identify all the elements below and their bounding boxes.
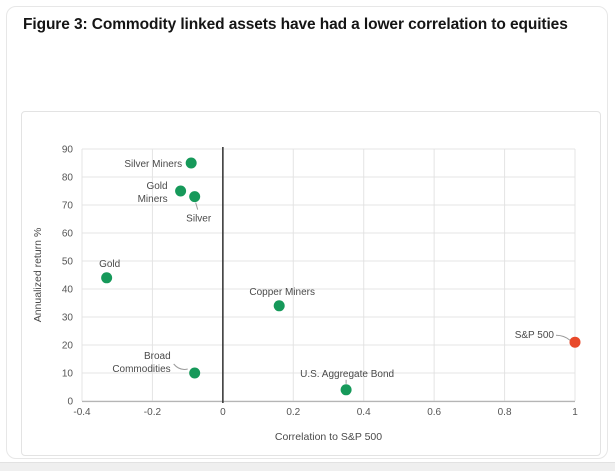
point-label: Gold	[99, 259, 120, 270]
point-label: Copper Miners	[249, 287, 315, 298]
figure-card: Figure 3: Commodity linked assets have h…	[6, 6, 608, 459]
y-tick-label: 30	[62, 313, 74, 324]
data-point	[189, 367, 201, 379]
y-tick-label: 60	[62, 229, 74, 240]
point-label: Broad	[144, 351, 171, 362]
point-label: Miners	[138, 194, 168, 205]
point-label: U.S. Aggregate Bond	[300, 369, 394, 380]
x-axis-title: Correlation to S&P 500	[275, 431, 382, 443]
data-point	[569, 336, 581, 348]
leader-line	[555, 334, 571, 341]
data-point	[340, 384, 352, 396]
figure-title: Figure 3: Commodity linked assets have h…	[23, 16, 568, 33]
bottom-strip	[0, 462, 615, 471]
y-tick-label: 80	[62, 173, 74, 184]
scatter-chart: 0 10 20 30 40 50 60 70 80 90 -0.4 -0.2 0 0.2 0.4 0.6 0.8…	[32, 145, 581, 443]
point-label: Silver	[186, 214, 212, 225]
y-tick-label: 40	[62, 285, 74, 296]
chart-container: 0 10 20 30 40 50 60 70 80 90 -0.4 -0.2 0 0.2 0.4 0.6 0.8…	[21, 111, 601, 456]
y-tick-label: 70	[62, 201, 74, 212]
y-tick-label: 90	[62, 145, 74, 156]
x-tick-label: 1	[572, 407, 578, 418]
y-tick-label: 20	[62, 341, 74, 352]
leader-line	[195, 202, 199, 210]
leader-line	[173, 363, 188, 370]
data-point	[175, 185, 187, 197]
x-tick-label: 0.6	[427, 407, 441, 418]
y-tick-label: 10	[62, 369, 74, 380]
point-label: Commodities	[112, 364, 170, 375]
x-tick-label: 0	[220, 407, 226, 418]
data-point	[273, 300, 285, 312]
data-point	[101, 272, 113, 284]
y-axis-title: Annualized return %	[32, 228, 44, 323]
point-label: Gold	[146, 181, 167, 192]
x-tick-label: 0.4	[357, 407, 371, 418]
data-point	[185, 157, 197, 169]
y-tick-label: 50	[62, 257, 74, 268]
x-tick-label: -0.4	[73, 407, 91, 418]
point-label: Silver Miners	[124, 159, 182, 170]
y-tick-label: 0	[67, 397, 73, 408]
data-point	[189, 191, 201, 203]
x-tick-label: 0.2	[286, 407, 300, 418]
x-tick-label: 0.8	[498, 407, 512, 418]
x-tick-label: -0.2	[144, 407, 162, 418]
point-label: S&P 500	[515, 330, 555, 341]
